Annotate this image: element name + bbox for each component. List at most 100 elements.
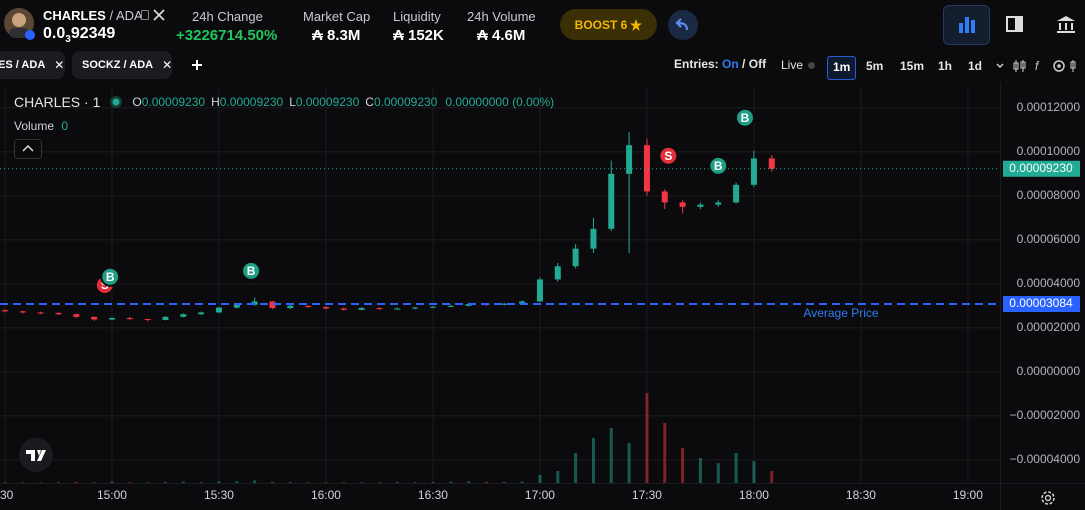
volume-bar bbox=[253, 480, 257, 483]
volume-bar bbox=[502, 482, 506, 483]
volume-bar bbox=[163, 481, 167, 483]
candle-body bbox=[269, 301, 276, 309]
candle-body bbox=[501, 303, 508, 305]
candle-body bbox=[679, 202, 686, 207]
collapse-button[interactable] bbox=[14, 139, 42, 159]
bank-icon[interactable] bbox=[1055, 14, 1077, 34]
tab-label: ES / ADA bbox=[0, 59, 46, 71]
add-tab[interactable] bbox=[191, 59, 203, 71]
tab[interactable]: ES / ADA ✕ bbox=[0, 51, 65, 79]
interval[interactable]: 1d bbox=[968, 59, 983, 73]
x-tick-label: 19:00 bbox=[953, 488, 983, 502]
boost-label: BOOST 6 bbox=[574, 17, 628, 32]
candle-body bbox=[55, 312, 62, 315]
candle-body bbox=[37, 312, 44, 314]
candle-body bbox=[305, 305, 312, 307]
tab[interactable]: SOCKZ / ADA ✕ bbox=[72, 51, 172, 79]
volume-bar bbox=[698, 458, 702, 483]
x-tick-label: :30 bbox=[0, 488, 14, 502]
interval[interactable]: 15m bbox=[900, 59, 925, 73]
interval[interactable]: 5m bbox=[866, 59, 884, 73]
volume-bar bbox=[734, 453, 738, 483]
toolbar-icons[interactable]: f bbox=[995, 58, 1085, 74]
ohlc-key: H bbox=[211, 95, 220, 109]
pair: / ADA bbox=[109, 8, 143, 23]
ohlc-item: H0.00009230 bbox=[211, 95, 283, 109]
chart-title: CHARLES · 1 bbox=[14, 94, 101, 110]
volume-bar bbox=[56, 482, 60, 483]
panel-icon[interactable] bbox=[1005, 15, 1025, 33]
ohlc-key: O bbox=[132, 95, 142, 109]
price-zeros: 3 bbox=[65, 34, 71, 46]
candle-body bbox=[768, 158, 775, 169]
volume-label: Volume bbox=[14, 119, 55, 133]
volume-bar bbox=[484, 481, 488, 483]
live-toggle[interactable]: Live bbox=[781, 58, 816, 72]
candle-body bbox=[73, 314, 80, 317]
entries-label: Entries: bbox=[674, 57, 719, 71]
candle-body bbox=[162, 316, 169, 320]
share-button[interactable] bbox=[667, 9, 699, 41]
volume-bar bbox=[235, 481, 239, 483]
trade-marker bbox=[100, 266, 121, 287]
volume-bar bbox=[3, 482, 7, 483]
average-price-value: 0.00003084 bbox=[1009, 296, 1073, 310]
candle-body bbox=[412, 307, 419, 309]
volume-bar bbox=[74, 481, 78, 483]
interval[interactable]: 1m bbox=[827, 56, 857, 80]
volume-bar bbox=[146, 482, 150, 483]
volume-bar bbox=[431, 481, 435, 483]
candle-body bbox=[198, 312, 205, 315]
ohlc-key: C bbox=[365, 95, 374, 109]
token-title: CHARLES / ADA bbox=[43, 8, 143, 23]
volume-bar bbox=[342, 482, 346, 483]
candle-body bbox=[697, 204, 704, 207]
volume-bar bbox=[770, 471, 774, 483]
volume-legend: Volume 0 bbox=[14, 119, 68, 133]
candle-body bbox=[447, 305, 454, 307]
volume-bar bbox=[377, 482, 381, 483]
x-tick-label: 16:00 bbox=[311, 488, 341, 502]
x-tick-label: 17:00 bbox=[525, 488, 555, 502]
candle-body bbox=[287, 305, 294, 309]
candle-body bbox=[626, 145, 633, 174]
tradingview-logo[interactable] bbox=[18, 437, 54, 473]
trade-side: B bbox=[714, 159, 723, 173]
volume-value: 0 bbox=[61, 119, 69, 133]
x-tick-label: 18:30 bbox=[846, 488, 876, 502]
volume-bar bbox=[591, 438, 595, 483]
candle-body bbox=[322, 306, 329, 309]
volume-bar bbox=[306, 482, 310, 483]
volume-bar bbox=[270, 481, 274, 483]
live-label: Live bbox=[781, 58, 804, 72]
x-tick-label: 18:00 bbox=[739, 488, 769, 502]
ohlc-value: 0.00009230 bbox=[141, 95, 206, 109]
volume-bar bbox=[39, 482, 43, 483]
settings-icon[interactable] bbox=[1039, 489, 1057, 507]
volume-bar bbox=[181, 481, 185, 483]
volume-bar bbox=[752, 461, 756, 483]
trade-side: B bbox=[741, 111, 750, 125]
volume-bar bbox=[449, 481, 453, 483]
volume-bar bbox=[538, 475, 542, 483]
candle-body bbox=[590, 228, 597, 249]
boost-button[interactable]: BOOST 6 bbox=[560, 9, 657, 40]
tab-label: SOCKZ / ADA bbox=[82, 59, 154, 71]
average-price-tag bbox=[1003, 296, 1080, 313]
y-tick-label: 0.00010000 bbox=[1017, 144, 1081, 158]
interval[interactable]: 1h bbox=[938, 59, 953, 73]
candle-body bbox=[554, 266, 561, 280]
chart-view-button[interactable] bbox=[943, 5, 990, 45]
price-digits: 92349 bbox=[70, 25, 116, 42]
volume-bar bbox=[324, 482, 328, 483]
bar-icon bbox=[959, 17, 975, 33]
candle-body bbox=[126, 317, 133, 320]
chart-legend: CHARLES · 1 O0.00009230 H0.00009230 L0.000… bbox=[14, 94, 554, 110]
candle-body bbox=[215, 307, 222, 313]
y-tick-label: 0.00008000 bbox=[1017, 188, 1081, 202]
y-tick-label: 0.00004000 bbox=[1017, 276, 1081, 290]
x-tick-label: 17:30 bbox=[632, 488, 662, 502]
header: CHARLES / ADA 0.0392349 24h Change +3226… bbox=[0, 0, 1085, 48]
trade-side: S bbox=[664, 149, 672, 163]
entries-toggle[interactable]: Entries: On / Off bbox=[674, 57, 766, 71]
